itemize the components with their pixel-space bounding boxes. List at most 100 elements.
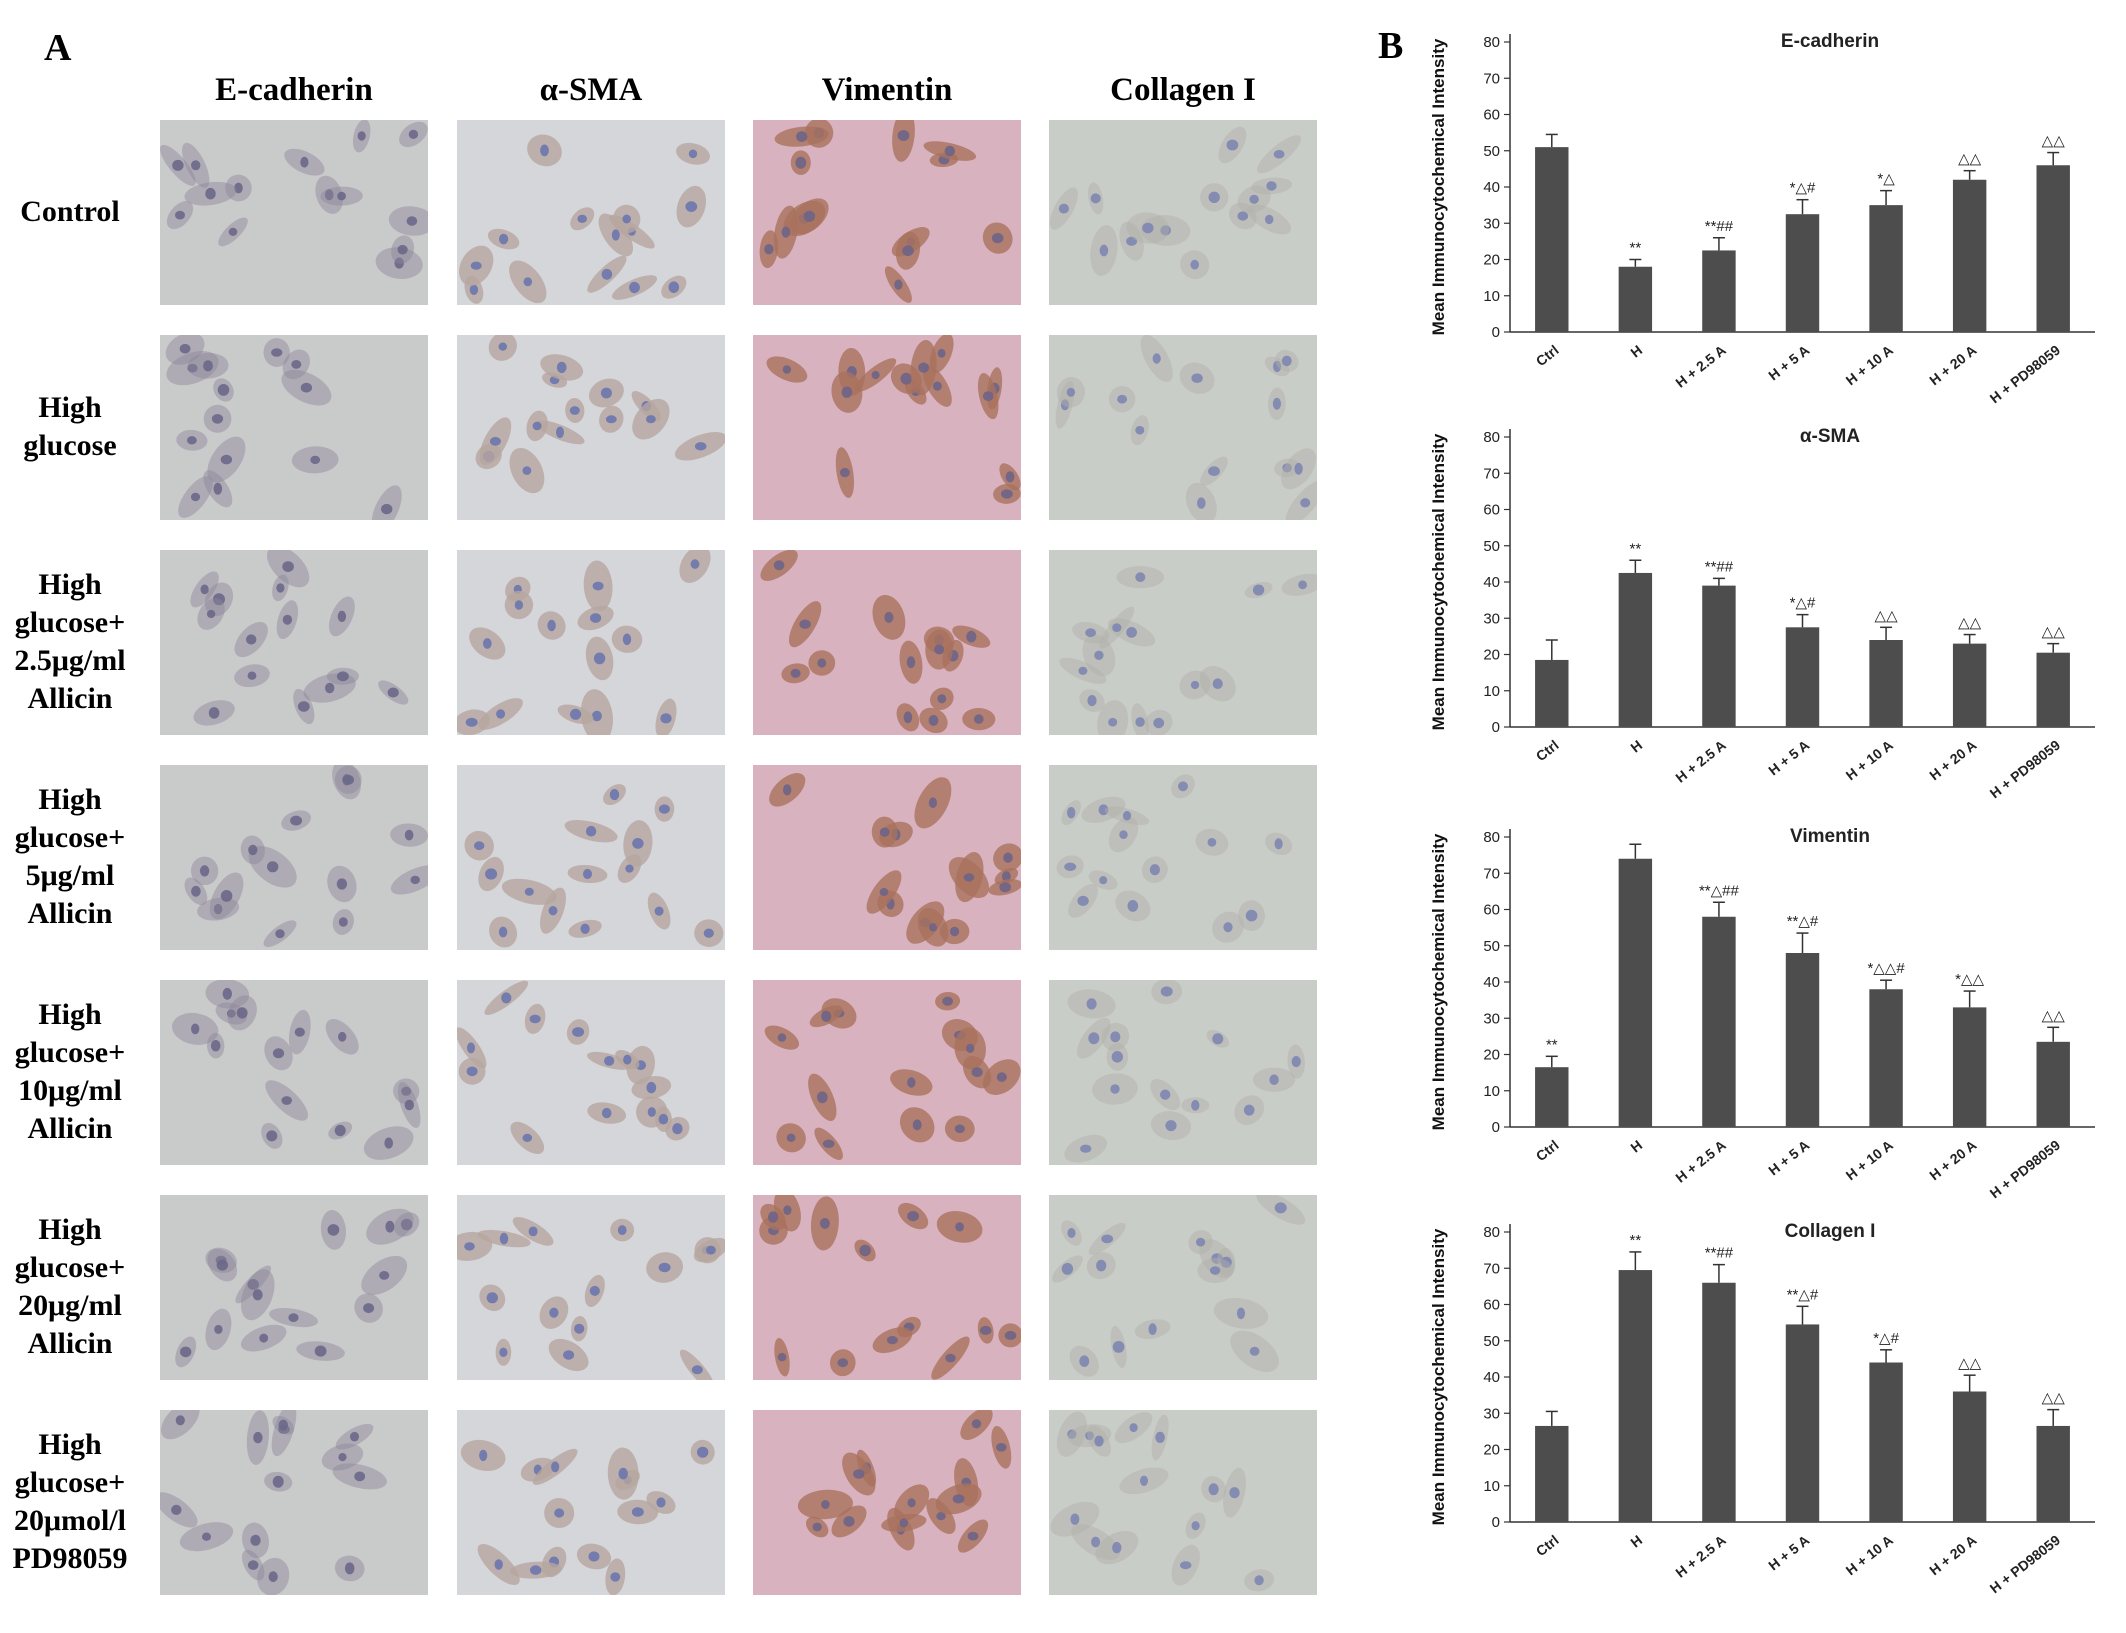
row-label-line: High bbox=[38, 1213, 102, 1246]
row-label-line: Control bbox=[20, 195, 120, 228]
y-tick-label: 80 bbox=[1483, 429, 1500, 446]
micrograph-image bbox=[457, 550, 725, 735]
y-tick-label: 70 bbox=[1483, 865, 1500, 882]
bar bbox=[1618, 266, 1653, 332]
y-axis-label: Mean Immunocytochemical Intensity bbox=[1429, 38, 1448, 335]
x-tick-label: H + 2.5 A bbox=[1672, 1532, 1728, 1581]
row-label: Control bbox=[0, 193, 140, 231]
row-label-line: High bbox=[38, 783, 102, 816]
y-tick-label: 0 bbox=[1492, 1119, 1500, 1136]
micrograph-image bbox=[160, 120, 428, 305]
bar bbox=[1952, 1391, 1987, 1522]
x-tick-label: H + PD98059 bbox=[1987, 342, 2064, 407]
row-label-line: Allicin bbox=[27, 1327, 113, 1360]
bar bbox=[1785, 953, 1820, 1127]
x-tick-label: Ctrl bbox=[1533, 1137, 1562, 1164]
significance-label: △△ bbox=[2042, 1007, 2066, 1024]
significance-label: △△ bbox=[1958, 151, 1982, 168]
significance-label: *△△# bbox=[1867, 960, 1905, 977]
micrograph-image bbox=[753, 335, 1021, 520]
y-tick-label: 50 bbox=[1483, 1333, 1500, 1350]
row-label: High glucose+ 20μmol/l PD98059 bbox=[0, 1426, 140, 1578]
row-label: High glucose+ 5μg/ml Allicin bbox=[0, 781, 140, 933]
micrograph-image bbox=[1049, 550, 1317, 735]
column-header: Collagen I bbox=[1110, 72, 1256, 108]
bar bbox=[2036, 1425, 2070, 1522]
bar-chart: α-SMA Mean Immunocytochemical Intensity 0 1… bbox=[1420, 415, 2120, 820]
row-label-line: Allicin bbox=[27, 682, 113, 715]
chart-title: Vimentin bbox=[1790, 826, 1870, 847]
bar-chart: Collagen I Mean Immunocytochemical Intens… bbox=[1420, 1210, 2120, 1615]
significance-label: **## bbox=[1705, 558, 1734, 575]
row-label-line: 20μmol/l bbox=[13, 1504, 126, 1537]
column-header: Vimentin bbox=[821, 72, 953, 108]
x-tick-label: H + 5 A bbox=[1765, 342, 1812, 384]
y-tick-label: 80 bbox=[1483, 34, 1500, 51]
bar bbox=[1535, 659, 1569, 727]
bar-chart: Vimentin Mean Immunocytochemical Intensit… bbox=[1420, 815, 2120, 1220]
x-tick-label: H + 10 A bbox=[1843, 1137, 1896, 1184]
significance-label: ** bbox=[1630, 1232, 1642, 1249]
micrograph-image bbox=[753, 980, 1021, 1165]
significance-label: **△# bbox=[1787, 1286, 1819, 1303]
row-label-line: glucose+ bbox=[14, 606, 126, 639]
bar bbox=[1535, 1425, 1569, 1522]
y-tick-label: 60 bbox=[1483, 1297, 1500, 1314]
bar bbox=[1952, 179, 1987, 332]
micrograph-image bbox=[457, 765, 725, 950]
micrograph-image bbox=[1049, 1410, 1317, 1595]
bar bbox=[1785, 627, 1820, 727]
x-tick-label: H + 5 A bbox=[1765, 1532, 1812, 1574]
y-tick-label: 70 bbox=[1483, 465, 1500, 482]
micrograph-image bbox=[753, 550, 1021, 735]
y-tick-label: 20 bbox=[1483, 252, 1500, 269]
micrograph-image bbox=[753, 765, 1021, 950]
y-tick-label: 0 bbox=[1492, 719, 1500, 736]
y-tick-label: 80 bbox=[1483, 829, 1500, 846]
row-label-line: 5μg/ml bbox=[25, 859, 115, 892]
bar bbox=[2036, 652, 2070, 727]
chart-title: Collagen I bbox=[1785, 1221, 1876, 1242]
column-header: α-SMA bbox=[539, 72, 643, 108]
micrograph-image bbox=[160, 550, 428, 735]
bar bbox=[1702, 250, 1736, 332]
y-tick-label: 70 bbox=[1483, 1260, 1500, 1277]
row-label-line: glucose bbox=[23, 429, 117, 462]
y-tick-label: 10 bbox=[1483, 683, 1500, 700]
bar bbox=[1618, 858, 1653, 1127]
y-tick-label: 50 bbox=[1483, 538, 1500, 555]
y-tick-label: 10 bbox=[1483, 288, 1500, 305]
y-tick-label: 0 bbox=[1492, 1514, 1500, 1531]
row-label: High glucose bbox=[0, 389, 140, 465]
x-tick-label: H + 20 A bbox=[1926, 1137, 1979, 1184]
y-tick-label: 30 bbox=[1483, 610, 1500, 627]
micrograph-image bbox=[457, 980, 725, 1165]
significance-label: ** bbox=[1630, 540, 1642, 557]
row-label-line: glucose+ bbox=[14, 1466, 126, 1499]
micrograph-image bbox=[1049, 1195, 1317, 1380]
micrograph-image bbox=[753, 120, 1021, 305]
y-tick-label: 30 bbox=[1483, 1405, 1500, 1422]
bar bbox=[1869, 205, 1903, 332]
x-tick-label: H + 2.5 A bbox=[1672, 342, 1728, 391]
significance-label: **## bbox=[1705, 1245, 1734, 1262]
y-tick-label: 60 bbox=[1483, 107, 1500, 124]
bar bbox=[1785, 214, 1820, 332]
bar bbox=[1869, 989, 1903, 1127]
x-tick-label: H + 10 A bbox=[1843, 737, 1896, 784]
x-tick-label: Ctrl bbox=[1533, 342, 1562, 369]
micrograph-image bbox=[1049, 765, 1317, 950]
micrograph-image bbox=[160, 1195, 428, 1380]
micrograph-image bbox=[457, 335, 725, 520]
x-tick-label: H + 10 A bbox=[1843, 342, 1896, 389]
row-label-line: Allicin bbox=[27, 1112, 113, 1145]
significance-label: **△## bbox=[1699, 882, 1740, 899]
bar bbox=[1785, 1324, 1820, 1522]
significance-label: △△ bbox=[1958, 1355, 1982, 1372]
micrograph-image bbox=[753, 1195, 1021, 1380]
micrograph-image bbox=[457, 1195, 725, 1380]
bar bbox=[2036, 1041, 2070, 1127]
row-label-line: 10μg/ml bbox=[18, 1074, 122, 1107]
significance-label: *△△ bbox=[1955, 971, 1984, 988]
